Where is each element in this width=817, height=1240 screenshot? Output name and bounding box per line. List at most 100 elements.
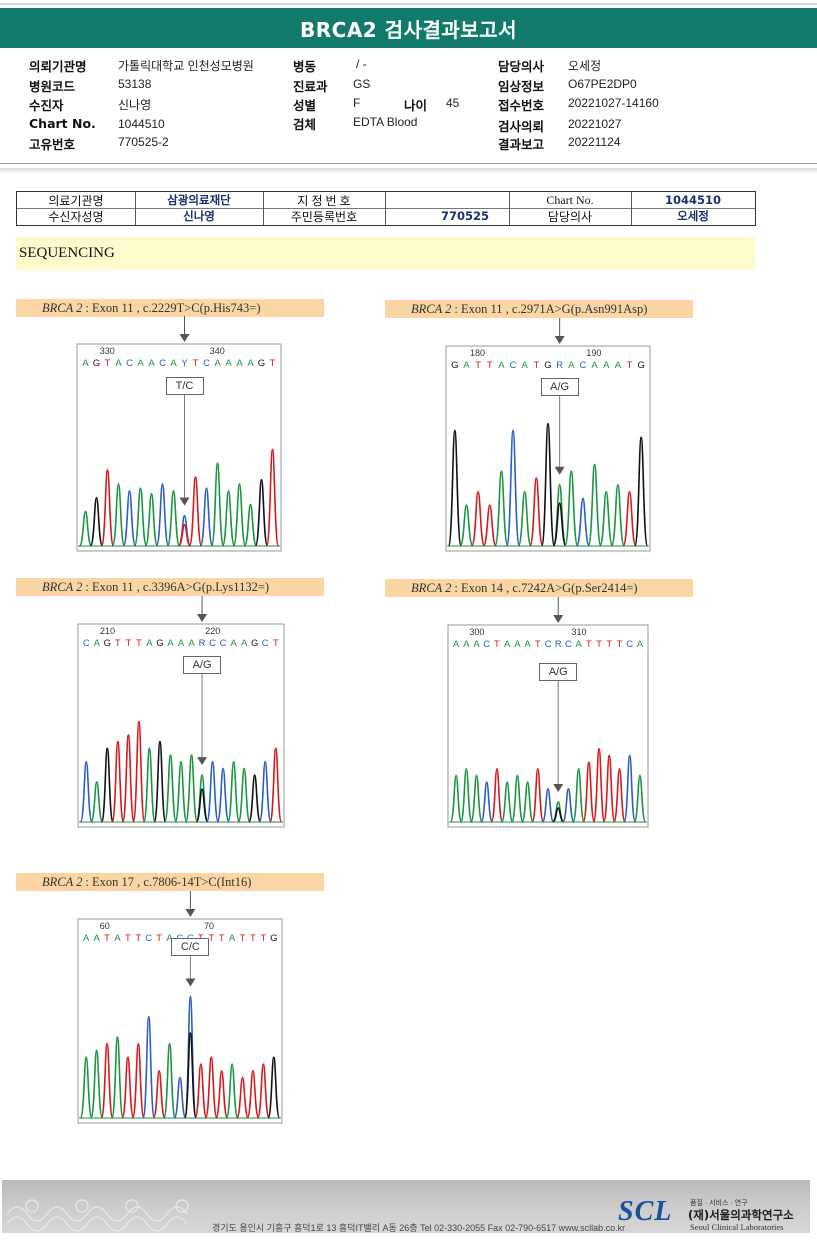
trace-peak: [541, 787, 555, 823]
base-call-letter: G: [270, 933, 277, 944]
base-call-letter: C: [209, 638, 216, 649]
trace-peak: [500, 781, 514, 823]
arrow-down-icon: [553, 615, 564, 623]
trace-peak: [90, 780, 104, 823]
base-call-letter: A: [214, 358, 221, 369]
trace-peak: [132, 720, 146, 823]
trace-peak: [236, 1076, 250, 1119]
pt-institution-value: 삼광의료재단: [167, 193, 231, 207]
pt-designation-value: [385, 192, 509, 208]
base-call-letter: G: [258, 358, 265, 369]
trace-peak: [447, 429, 463, 547]
trace-peak: [174, 760, 188, 823]
trace-peak: [587, 463, 602, 547]
trace-peak: [613, 767, 626, 823]
request-value: 20221027: [568, 117, 622, 131]
base-call-letter: C: [626, 639, 633, 650]
trace-peak: [517, 490, 532, 547]
base-call-letter: A: [188, 638, 195, 649]
clinical-value: O67PE2DP0: [568, 77, 637, 91]
trace-peak: [173, 1076, 187, 1119]
base-call-letter: T: [487, 360, 493, 371]
trace-peak: [237, 767, 251, 823]
position-label-left: 60: [100, 921, 110, 931]
trace-peak: [582, 761, 596, 823]
chromatogram-frame: [76, 343, 282, 552]
pt-recipient-value: 신나영: [183, 209, 215, 223]
footer-org-english: Seoul Clinical Laboratories: [690, 1222, 784, 1232]
chromatogram-4: 300 310 A A A C T A A A T C R C A T T T T C A A/G: [447, 597, 649, 828]
base-call-letter: A: [498, 360, 505, 371]
table-col-line: [135, 192, 136, 225]
pt-recipient-label: 수신자성명: [48, 209, 104, 224]
base-call-letter: C: [159, 358, 166, 369]
base-call-letter: G: [156, 638, 163, 649]
trace-peak: [232, 483, 247, 547]
base-call-letter: Y: [181, 358, 188, 369]
base-call-letter: A: [236, 358, 243, 369]
base-call-letter: G: [251, 638, 258, 649]
genotype-call-box: A/G: [539, 663, 578, 681]
trace-peak: [111, 483, 126, 547]
patient-value: 신나영: [118, 98, 152, 112]
pt-institution-label: 의료기관명: [48, 193, 104, 208]
trace-peak: [194, 1063, 208, 1119]
base-call-letter: A: [230, 638, 237, 649]
trace-peak: [470, 774, 483, 823]
base-call-letter: T: [270, 358, 276, 369]
specimen-label: 검체: [293, 117, 317, 132]
base-call-letter: A: [463, 639, 470, 650]
variant-desc: : Exon 11 , c.2229T>C(p.His743=): [85, 300, 261, 315]
patient-table: 의료기관명 삼광의료재단 지 정 번 호 Chart No. 1044510 수…: [16, 191, 756, 226]
base-call-letter: C: [220, 638, 227, 649]
scl-logo: SCL: [618, 1196, 673, 1227]
genotype-call-box: A/G: [183, 656, 222, 674]
trace-peak: [564, 470, 579, 547]
base-call-letter: T: [135, 933, 141, 944]
trace-peak: [206, 760, 220, 823]
base-call-letter: A: [170, 358, 177, 369]
variant-label-1: BRCA 2: Exon 11 , c.2229T>C(p.His743=): [16, 299, 324, 317]
base-call-letter: T: [125, 933, 131, 944]
table-col-line: [509, 192, 510, 225]
position-label-right: 220: [205, 626, 220, 636]
trace-peak: [529, 477, 544, 547]
info-shadow: [0, 168, 817, 174]
base-call-letter: T: [125, 638, 131, 649]
trace-peak: [225, 1063, 239, 1119]
base-call-letter: C: [510, 360, 517, 371]
trace-peak: [121, 734, 135, 823]
chromatogram-frame: [447, 624, 649, 828]
section-title: SEQUENCING: [16, 237, 755, 270]
trace-peak: [633, 774, 647, 823]
arrow-down-icon: [179, 497, 190, 506]
trace-peak: [131, 1042, 145, 1119]
footer-tagline: 품질 · 서비스 · 연구: [690, 1200, 748, 1207]
chart-value: 1044510: [118, 117, 165, 131]
base-call-letter: A: [114, 933, 121, 944]
trace-peak: [510, 774, 524, 823]
trace-peak: [254, 478, 269, 547]
arrow-down-icon: [197, 614, 208, 622]
trace-peak: [133, 487, 148, 547]
trace-peak: [572, 767, 586, 823]
trace-peak: [188, 476, 203, 547]
trace-peak: [505, 429, 521, 547]
trace-peak: [258, 760, 272, 823]
trace-peak: [480, 781, 494, 823]
trace-peak: [610, 483, 626, 547]
base-call-letter: T: [105, 358, 111, 369]
variant-desc: : Exon 14 , c.7242A>G(p.Ser2414=): [454, 580, 638, 595]
unique-id-value: 770525-2: [118, 135, 169, 149]
trace-peak: [152, 1069, 166, 1119]
base-call-letter: A: [82, 358, 89, 369]
base-call-letter: C: [145, 933, 152, 944]
trace-peak: [144, 492, 159, 547]
chromatogram-1: 330 340 A G T A C A A C A Y T C A A A A G T T/C: [76, 316, 282, 552]
trace-peak: [210, 462, 225, 547]
trace-peak: [602, 754, 616, 823]
base-call-letter: C: [262, 638, 269, 649]
